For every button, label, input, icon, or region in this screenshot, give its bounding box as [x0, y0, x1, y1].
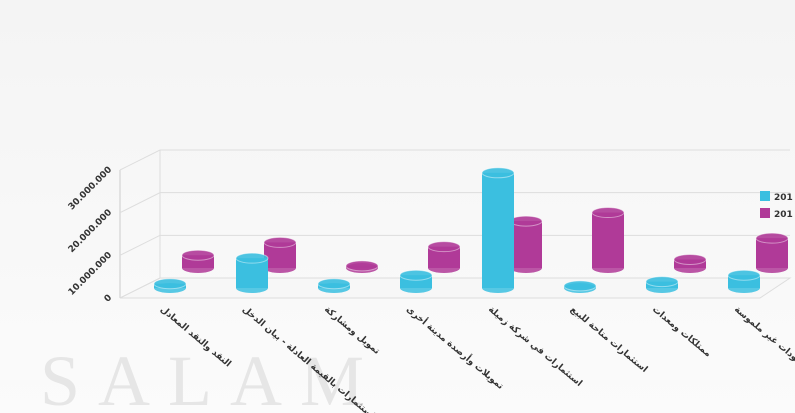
legend-swatch [760, 191, 770, 201]
cylinder-top [481, 167, 515, 179]
cylinder-top [181, 249, 215, 261]
cylinder-top [591, 207, 625, 219]
cylinder-top [509, 215, 543, 227]
grid-line [119, 234, 790, 256]
bar [428, 246, 460, 268]
legend-label: 201 [774, 193, 793, 203]
legend-label: 201 [774, 210, 793, 220]
grid-line [119, 149, 790, 171]
cylinder-top [399, 269, 433, 281]
legend-swatch [760, 208, 770, 218]
cylinder-top [153, 278, 187, 290]
cylinder-top [755, 232, 789, 244]
cylinder-top [235, 252, 269, 264]
y-tick-label: 0 [103, 293, 115, 305]
cylinder-top [263, 236, 297, 248]
grid-line [119, 192, 790, 214]
grid-line [119, 277, 790, 299]
cylinder-top [427, 241, 461, 253]
cylinder-top [673, 253, 707, 265]
bar [510, 221, 542, 268]
cylinder-top [645, 276, 679, 288]
cylinder-top [727, 269, 761, 281]
watermark: SALAM [40, 341, 382, 413]
cylinder-top [317, 278, 351, 290]
cylinder-top [345, 260, 379, 272]
cylinder-top [563, 280, 597, 292]
bar [482, 172, 514, 288]
bar [592, 212, 624, 268]
floor [119, 277, 792, 299]
